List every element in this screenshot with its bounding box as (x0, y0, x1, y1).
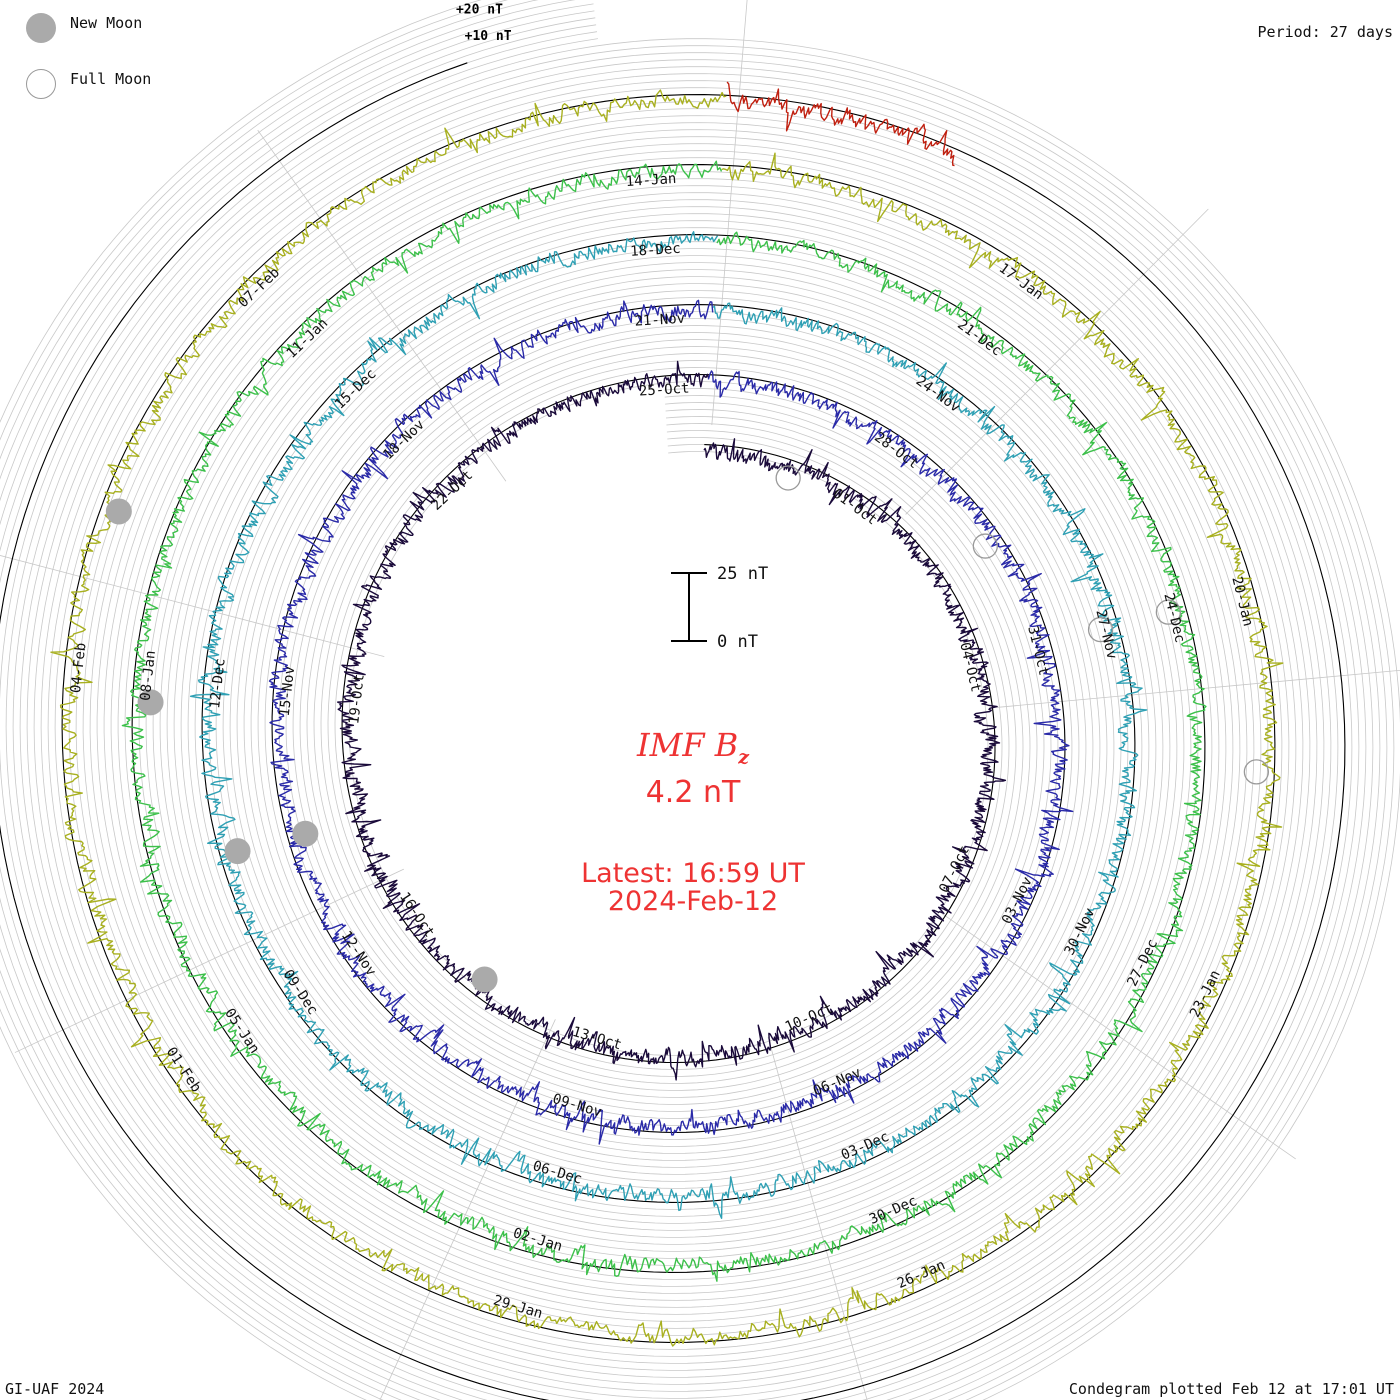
date-label: 08-Jan (138, 650, 160, 702)
series-trace-2 (268, 299, 1074, 1145)
scale-top-label: 25 nT (717, 564, 769, 584)
date-label: 15-Nov (277, 665, 299, 717)
date-label: 26-Jan (895, 1257, 948, 1292)
grid-spoke-3 (996, 669, 1400, 708)
footer-plot-time: Condegram plotted Feb 12 at 17:01 UT (1068, 1380, 1394, 1398)
series-trace-3 (189, 231, 1148, 1219)
series-trace-5 (50, 89, 1284, 1347)
latest-time: Latest: 16:59 UT (581, 858, 805, 889)
date-label: 09-Dec (279, 967, 320, 1018)
grid-spoke-8 (0, 555, 385, 657)
date-label: 11-Jan (284, 315, 332, 361)
date-label: 25-Oct (638, 381, 689, 400)
full-moon-icon (26, 69, 56, 99)
date-label: 06-Dec (531, 1158, 584, 1188)
full-moon-marker (972, 533, 998, 559)
grid-spiral-4 (0, 10, 1367, 1400)
series-trace-1 (337, 360, 1007, 1081)
date-label: 17-Jan (996, 260, 1046, 303)
new-moon-icon (26, 13, 56, 43)
grid-spiral-2 (0, 24, 1353, 1400)
date-label: 04-Feb (68, 642, 90, 694)
grid-spoke-7 (14, 868, 404, 1053)
date-label: 10-Oct (783, 1001, 836, 1036)
date-label: 19-Oct (346, 673, 368, 725)
date-label: 12-Dec (207, 657, 229, 709)
date-label: 14-Jan (625, 171, 676, 190)
series-group (50, 81, 1284, 1347)
latest-date: 2024-Feb-12 (607, 886, 779, 917)
moon-markers (105, 465, 1270, 993)
legend-new-moon-label: New Moon (70, 14, 143, 32)
ring-label: +10 nT (465, 29, 512, 44)
date-label: 01-Oct (830, 486, 880, 529)
parameter-title: IMF Bz (636, 726, 750, 769)
grid-spiral-3 (0, 17, 1360, 1400)
date-label: 05-Jan (221, 1006, 262, 1057)
full-moon-marker (1155, 599, 1182, 625)
date-label: 01-Feb (163, 1044, 204, 1095)
grid-spoke-6 (379, 1019, 556, 1400)
new-moon-marker (292, 820, 319, 847)
new-moon-marker (105, 498, 132, 525)
new-moon-marker (224, 838, 251, 865)
grid-spoke-2 (905, 208, 1209, 515)
period-label: Period: 27 days (1257, 23, 1393, 41)
ring-labels: +20 nT +10 nT (456, 3, 512, 45)
date-label: 06-Nov (811, 1065, 864, 1100)
series-trace-4 (121, 160, 1207, 1282)
full-moon-marker (1243, 759, 1270, 785)
ring-label: +20 nT (456, 3, 503, 18)
full-moon-marker (1087, 616, 1114, 643)
date-label: 28-Oct (871, 429, 921, 472)
date-label: 02-Jan (511, 1225, 564, 1255)
new-moon-marker (137, 689, 164, 716)
grid-spiral-5 (0, 3, 1374, 1400)
footer-credit: GI-UAF 2024 (5, 1380, 105, 1398)
legend-full-moon-label: Full Moon (70, 70, 152, 88)
date-label: 21-Dec (954, 317, 1004, 360)
new-moon-marker (471, 966, 498, 993)
full-moon-marker (775, 465, 801, 491)
scale-bar (671, 572, 707, 642)
grid-spoke-1 (711, 0, 748, 426)
date-label: 15-Dec (332, 366, 380, 412)
scale-bottom-label: 0 nT (717, 632, 758, 652)
date-label: 21-Nov (634, 311, 685, 330)
date-label: 18-Dec (630, 241, 681, 260)
grid-spoke-9 (257, 129, 507, 482)
series-trace-6 (726, 81, 955, 167)
current-value: 4.2 nT (645, 775, 741, 810)
